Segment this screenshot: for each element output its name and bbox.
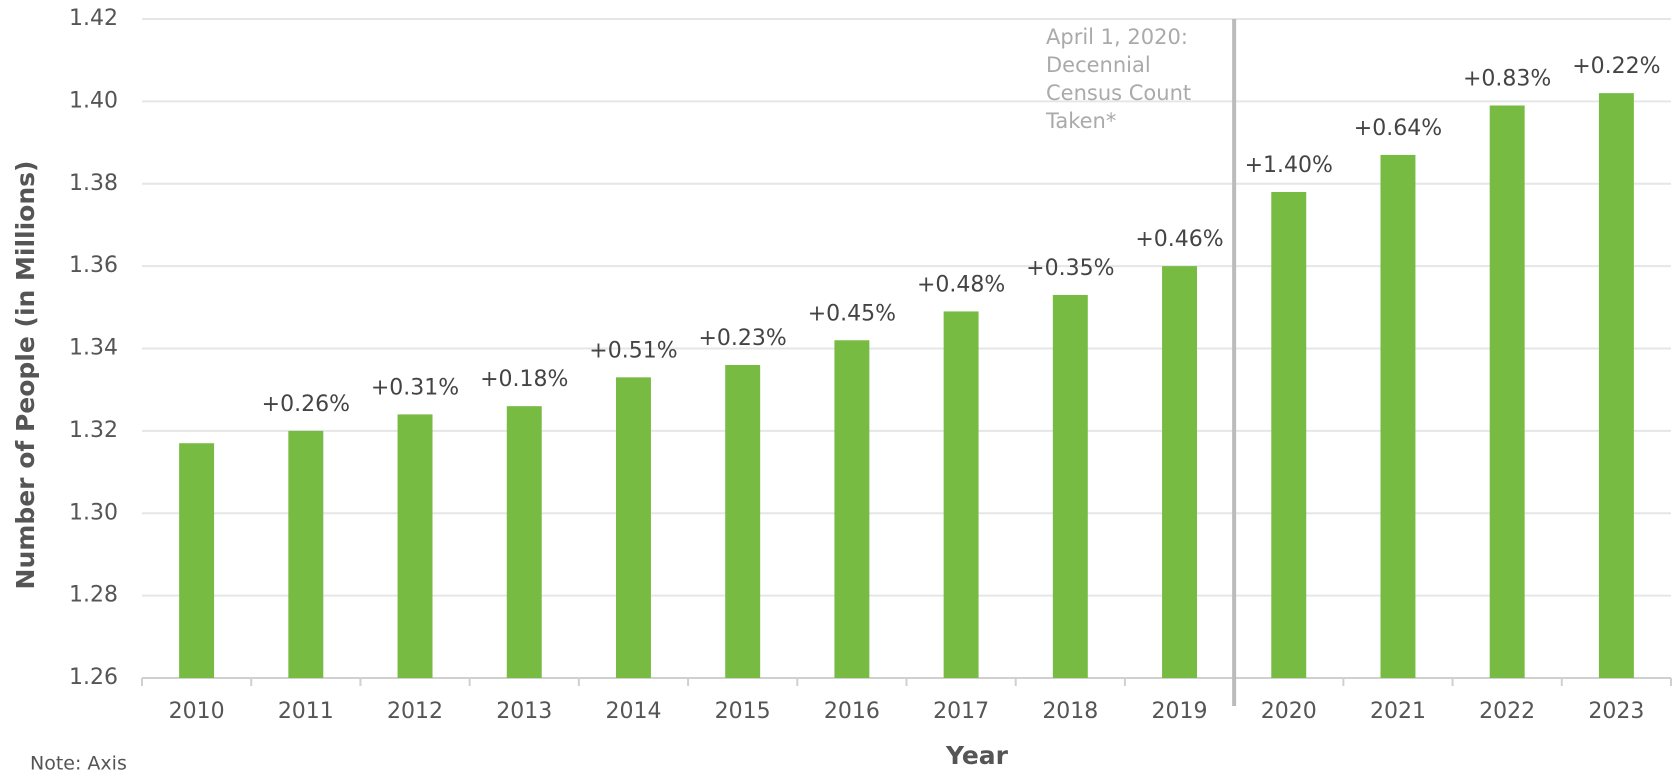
growth-label: +1.40% (1245, 153, 1333, 178)
bar (506, 406, 542, 678)
y-tick-label: 1.38 (69, 171, 118, 196)
growth-label: +0.18% (480, 367, 568, 392)
bar (834, 340, 870, 678)
growth-label: +0.26% (262, 392, 350, 417)
growth-label: +0.83% (1463, 66, 1551, 91)
bar (725, 364, 761, 678)
note: Note: Axis (30, 753, 127, 770)
y-tick-label: 1.40 (69, 88, 118, 113)
y-tick-label: 1.36 (69, 253, 118, 278)
growth-label: +0.64% (1354, 116, 1442, 141)
bar (943, 311, 979, 678)
bar (615, 377, 651, 678)
x-tick-label: 2011 (278, 699, 334, 724)
annotation-text: Census Count (1046, 81, 1191, 105)
y-tick-label: 1.32 (69, 418, 118, 443)
y-tick-label: 1.34 (69, 336, 118, 361)
annotation-text: Taken* (1045, 109, 1116, 133)
annotation-text: Decennial (1046, 53, 1151, 77)
growth-label: +0.22% (1572, 54, 1660, 79)
annotation-text: April 1, 2020: (1046, 25, 1188, 49)
y-tick-label: 1.42 (69, 6, 118, 31)
y-axis-title: Number of People (in Millions) (11, 161, 40, 590)
bar (1380, 154, 1416, 678)
x-tick-label: 2017 (933, 699, 989, 724)
bar (288, 430, 324, 678)
x-tick-label: 2013 (496, 699, 552, 724)
x-tick-label: 2020 (1261, 699, 1317, 724)
bar (179, 443, 215, 678)
x-tick-label: 2018 (1042, 699, 1098, 724)
growth-label: +0.48% (917, 272, 1005, 297)
x-tick-label: 2012 (387, 699, 443, 724)
bar (1271, 191, 1307, 679)
growth-label: +0.23% (699, 326, 787, 351)
growth-label: +0.46% (1135, 227, 1223, 252)
x-tick-label: 2021 (1370, 699, 1426, 724)
y-tick-label: 1.26 (69, 665, 118, 690)
x-axis-title: Year (945, 741, 1009, 770)
bar (1598, 93, 1634, 678)
x-tick-label: 2014 (605, 699, 661, 724)
growth-label: +0.35% (1026, 256, 1114, 281)
growth-label: +0.45% (808, 301, 896, 326)
y-tick-label: 1.28 (69, 583, 118, 608)
x-tick-label: 2010 (169, 699, 225, 724)
bar (397, 414, 433, 678)
growth-label: +0.51% (589, 338, 677, 363)
x-tick-label: 2015 (715, 699, 771, 724)
bar (1489, 105, 1525, 678)
growth-label: +0.31% (371, 375, 459, 400)
x-tick-label: 2019 (1152, 699, 1208, 724)
x-tick-label: 2016 (824, 699, 880, 724)
bar (1162, 266, 1198, 678)
x-tick-label: 2022 (1479, 699, 1535, 724)
x-tick-label: 2023 (1588, 699, 1644, 724)
bar (1052, 294, 1088, 678)
y-tick-label: 1.30 (69, 500, 118, 525)
